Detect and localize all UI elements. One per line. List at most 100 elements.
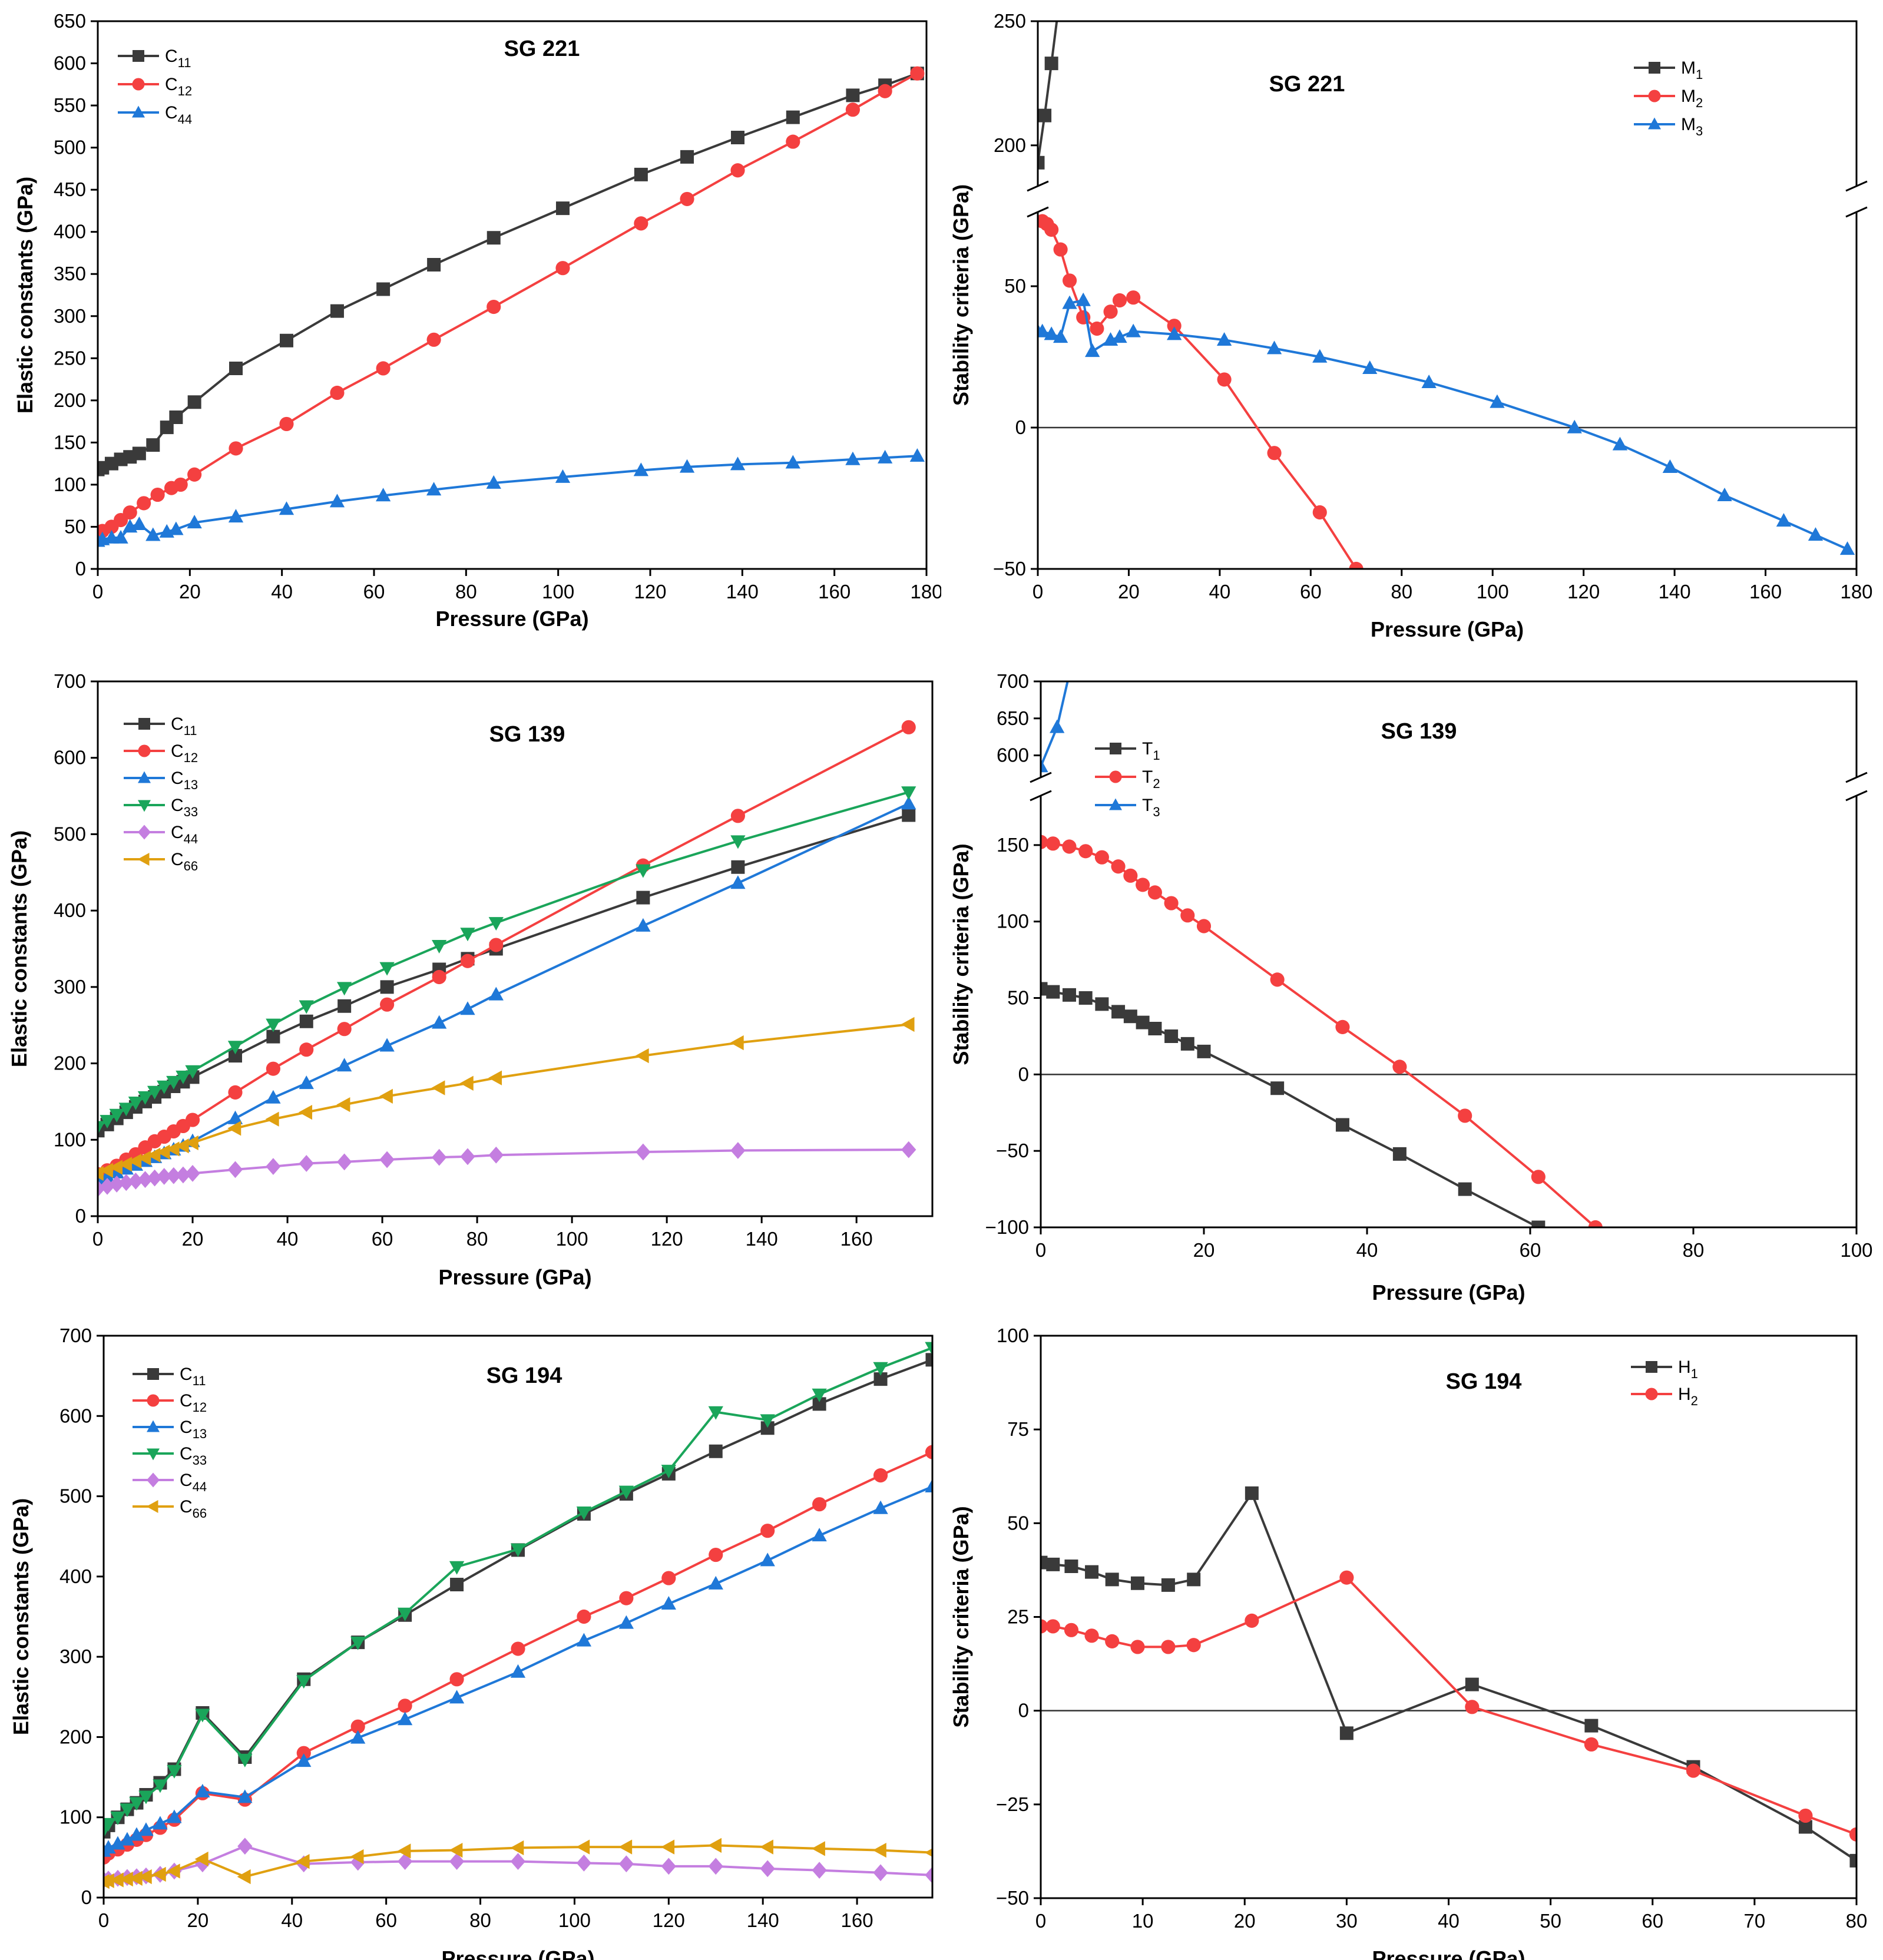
- point-H2-14: [1849, 1827, 1856, 1842]
- x-tick-label: 70: [1744, 1910, 1766, 1932]
- point-M3-6: [1085, 343, 1100, 357]
- series-C11: [104, 1353, 932, 1839]
- point-C33-15: [576, 1507, 592, 1521]
- point-M3-12: [1266, 340, 1282, 355]
- point-T2-5: [1111, 859, 1126, 874]
- legend-marker-C44: [138, 825, 151, 840]
- point-C12-20: [730, 809, 745, 823]
- point-C12-17: [634, 216, 648, 231]
- point-C66-14: [336, 1097, 350, 1113]
- point-C44-20: [812, 1862, 827, 1879]
- point-M2-12: [1267, 446, 1282, 461]
- x-tick-label: 160: [1749, 581, 1782, 602]
- point-C44-11: [350, 1853, 366, 1871]
- point-C44-6: [145, 527, 161, 541]
- point-C44-16: [618, 1855, 634, 1873]
- point-C13-22: [925, 1478, 932, 1492]
- point-C11-8: [169, 410, 183, 424]
- x-tick-label: 120: [653, 1909, 685, 1931]
- legend-label-C12: C12: [171, 741, 198, 765]
- point-C12-13: [449, 1672, 464, 1687]
- point-C66-13: [299, 1104, 313, 1120]
- plot-frame: [102, 1335, 934, 1899]
- point-C13-21: [901, 796, 916, 810]
- point-C44-7: [157, 1168, 172, 1185]
- legend: C11 C12 C44: [118, 47, 192, 127]
- x-tick-label: 120: [1567, 581, 1600, 602]
- point-C44-15: [486, 475, 501, 489]
- point-C44-12: [266, 1158, 281, 1176]
- x-tick-label: 0: [92, 581, 103, 602]
- point-M2-3: [1053, 242, 1068, 257]
- point-C13-1: [104, 1840, 116, 1854]
- y-tick-label: 100: [997, 1325, 1029, 1346]
- point-M2-13: [1312, 505, 1327, 520]
- point-C11-6: [146, 438, 160, 452]
- series-line-C13: [98, 802, 909, 1181]
- legend-label-C33: C33: [171, 796, 198, 819]
- axis-break-gap: [1039, 777, 1858, 796]
- point-M3-1: [1038, 323, 1050, 337]
- y-tick-label: −50: [996, 1887, 1029, 1909]
- point-C12-12: [398, 1699, 412, 1713]
- x-tick-label: 40: [1356, 1239, 1378, 1261]
- point-M3-9: [1126, 323, 1141, 337]
- point-M1-2: [1044, 57, 1058, 71]
- point-C11-10: [229, 361, 243, 375]
- legend-label-C11: C11: [180, 1365, 206, 1388]
- point-C12-21: [901, 720, 916, 734]
- point-T2-2: [1062, 839, 1077, 854]
- point-C33-7: [167, 1764, 182, 1779]
- y-tick-label: 0: [81, 1886, 92, 1908]
- x-tick-label: 30: [1336, 1910, 1358, 1932]
- point-T2-16: [1531, 1170, 1546, 1184]
- point-T1-9: [1164, 1029, 1179, 1043]
- series-C44: [98, 448, 925, 547]
- point-C66-14: [510, 1840, 524, 1856]
- series-C33: [104, 1342, 932, 1838]
- series-C12: [98, 720, 916, 1181]
- point-C12-10: [296, 1746, 311, 1760]
- x-tick-label: 140: [1659, 581, 1691, 602]
- y-axis-label: Elastic constants (GPa): [13, 177, 37, 413]
- y-tick-label: 500: [54, 137, 86, 158]
- x-tick-label: 180: [1840, 581, 1872, 602]
- legend-marker-C13: [138, 771, 151, 783]
- y-tick-label: 450: [54, 178, 86, 200]
- point-C11-21: [873, 1372, 888, 1386]
- point-C13-17: [661, 1595, 676, 1610]
- x-tick-label: 160: [841, 1909, 873, 1931]
- y-tick-label: 100: [54, 1128, 86, 1150]
- chart-title: SG 221: [504, 37, 580, 61]
- series-line-M3: [1038, 299, 1848, 551]
- point-H1-2: [1064, 1560, 1078, 1574]
- y-tick-label: 400: [54, 899, 86, 921]
- point-T1-16: [1531, 1220, 1546, 1227]
- x-tick-label: 160: [840, 1228, 873, 1250]
- point-C12-11: [279, 416, 294, 431]
- point-C33-2: [109, 1108, 124, 1123]
- point-C12-16: [432, 969, 446, 985]
- x-tick-label: 20: [1193, 1239, 1215, 1261]
- point-C33-13: [449, 1561, 465, 1575]
- point-C33-21: [901, 786, 916, 800]
- point-C66-8: [194, 1851, 209, 1867]
- y-tick-label: −50: [996, 1140, 1029, 1161]
- x-axis-label: Pressure (GPa): [1372, 1946, 1525, 1960]
- point-C66-6: [152, 1866, 166, 1882]
- point-M3-3: [1053, 329, 1068, 343]
- panel-sg194-elastic: 0 20 40 60 80 100 120 140 160 0 100 200 300 400 500 600…: [0, 1306, 941, 1960]
- point-H2-10: [1465, 1700, 1480, 1714]
- point-C12-4: [123, 505, 137, 520]
- point-H2-11: [1584, 1737, 1599, 1752]
- point-C44-22: [925, 1866, 932, 1884]
- x-tick-label: 100: [1840, 1239, 1872, 1261]
- plot-frame: [1040, 1335, 1858, 1899]
- point-C44-0: [98, 1180, 105, 1197]
- point-H1-10: [1465, 1677, 1479, 1691]
- point-C11-5: [132, 446, 146, 461]
- point-C33-3: [120, 1803, 135, 1817]
- point-C12-10: [185, 1113, 200, 1127]
- y-tick-label: 25: [1007, 1606, 1029, 1628]
- point-C12-13: [376, 361, 391, 376]
